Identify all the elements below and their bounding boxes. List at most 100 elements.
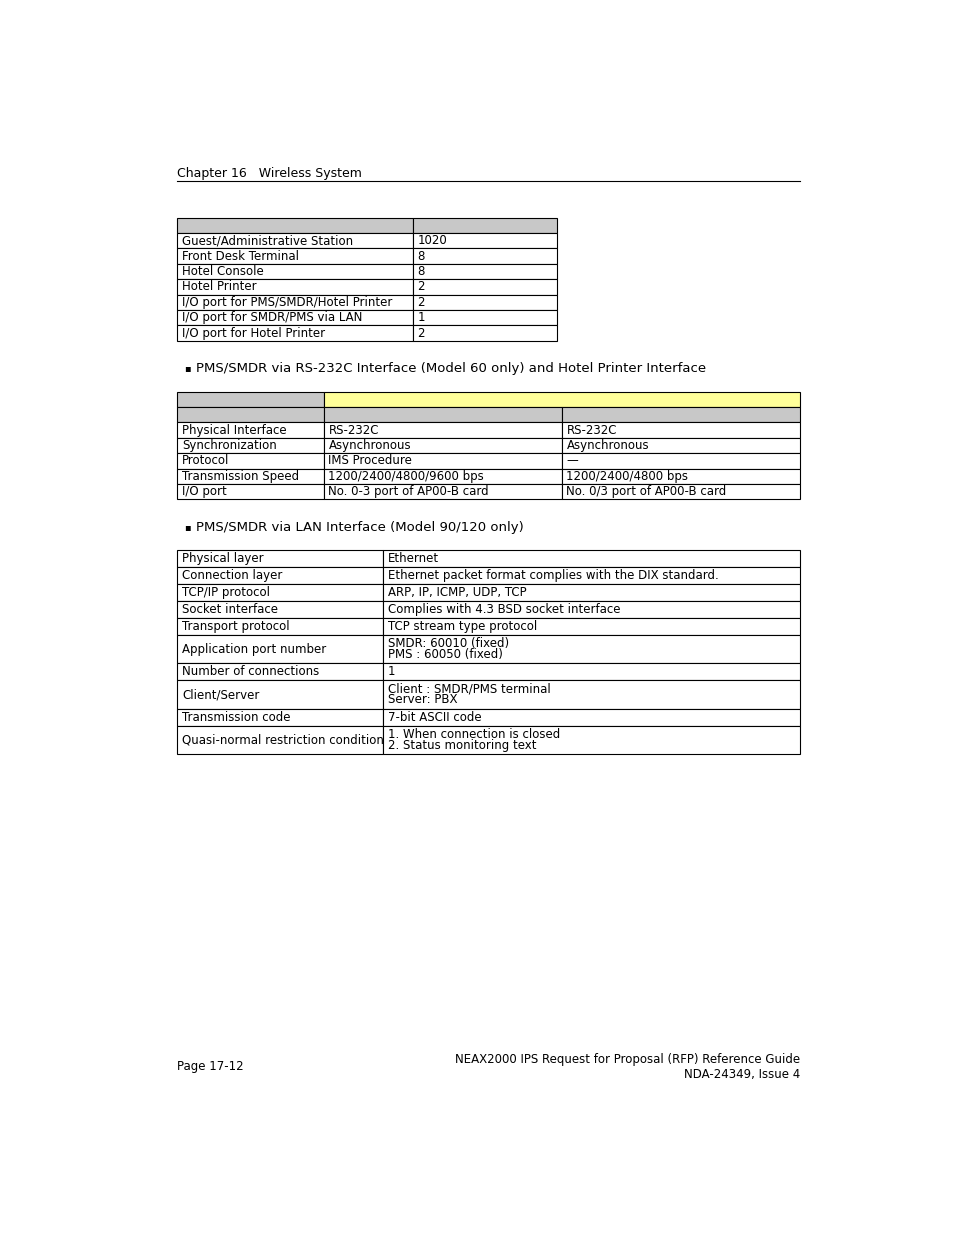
Text: SMDR: 60010 (fixed): SMDR: 60010 (fixed) [387,637,508,651]
Text: No. 0/3 port of AP00-B card: No. 0/3 port of AP00-B card [566,485,726,498]
Text: 8: 8 [417,264,424,278]
Text: Front Desk Terminal: Front Desk Terminal [182,249,298,263]
Bar [323,422,561,437]
Text: RS-232C: RS-232C [328,424,378,436]
Bar [413,294,557,310]
Bar [413,310,557,325]
Text: Transmission Speed: Transmission Speed [182,469,299,483]
Bar [382,567,800,584]
Bar [177,635,382,663]
Bar [177,550,382,567]
Text: ▪: ▪ [184,363,191,373]
Text: Protocol: Protocol [182,454,229,467]
Text: 2. Status monitoring text: 2. Status monitoring text [387,739,536,752]
Bar [323,437,561,453]
Text: I/O port for Hotel Printer: I/O port for Hotel Printer [182,326,325,340]
Text: Connection layer: Connection layer [182,569,282,582]
Bar [561,484,800,499]
Bar [413,217,557,233]
Bar [382,601,800,618]
Text: TCP stream type protocol: TCP stream type protocol [387,620,537,632]
Bar [323,468,561,484]
Text: 2: 2 [417,280,424,293]
Text: I/O port: I/O port [182,485,227,498]
Text: TCP/IP protocol: TCP/IP protocol [182,585,270,599]
Bar [177,294,413,310]
Bar [177,391,323,406]
Text: Synchronization: Synchronization [182,438,276,452]
Bar [382,584,800,601]
Text: Server: PBX: Server: PBX [387,693,456,706]
Text: PMS : 60050 (fixed): PMS : 60050 (fixed) [387,648,502,661]
Text: Asynchronous: Asynchronous [328,438,411,452]
Bar [177,248,413,264]
Bar [323,484,561,499]
Bar [177,618,382,635]
Text: Chapter 16   Wireless System: Chapter 16 Wireless System [177,168,362,180]
Bar [413,325,557,341]
Bar [323,391,800,406]
Bar [177,584,382,601]
Bar [177,422,323,437]
Bar [382,726,800,755]
Text: PMS/SMDR via RS-232C Interface (Model 60 only) and Hotel Printer Interface: PMS/SMDR via RS-232C Interface (Model 60… [195,362,705,375]
Bar [177,279,413,294]
Text: 1: 1 [387,666,395,678]
Bar [177,217,413,233]
Bar [382,550,800,567]
Bar [413,264,557,279]
Bar [177,726,382,755]
Text: Ethernet packet format complies with the DIX standard.: Ethernet packet format complies with the… [387,569,718,582]
Text: Page 17-12: Page 17-12 [177,1061,244,1073]
Text: 1020: 1020 [417,235,447,247]
Bar [177,264,413,279]
Text: Complies with 4.3 BSD socket interface: Complies with 4.3 BSD socket interface [387,603,619,616]
Bar [177,437,323,453]
Text: ▪: ▪ [184,522,191,532]
Bar [177,233,413,248]
Text: I/O port for PMS/SMDR/Hotel Printer: I/O port for PMS/SMDR/Hotel Printer [182,295,392,309]
Text: 1: 1 [417,311,424,324]
Bar [382,680,800,709]
Text: No. 0-3 port of AP00-B card: No. 0-3 port of AP00-B card [328,485,489,498]
Text: PMS/SMDR via LAN Interface (Model 90/120 only): PMS/SMDR via LAN Interface (Model 90/120… [195,520,523,534]
Bar [413,279,557,294]
Bar [177,325,413,341]
Bar [177,601,382,618]
Bar [561,453,800,468]
Text: Ethernet: Ethernet [387,552,438,566]
Bar [561,422,800,437]
Text: Physical Interface: Physical Interface [182,424,286,436]
Text: Application port number: Application port number [182,642,326,656]
Text: I/O port for SMDR/PMS via LAN: I/O port for SMDR/PMS via LAN [182,311,362,324]
Text: Client : SMDR/PMS terminal: Client : SMDR/PMS terminal [387,683,550,695]
Text: Transport protocol: Transport protocol [182,620,290,632]
Text: IMS Procedure: IMS Procedure [328,454,412,467]
Text: ARP, IP, ICMP, UDP, TCP: ARP, IP, ICMP, UDP, TCP [387,585,526,599]
Bar [382,635,800,663]
Bar [561,468,800,484]
Bar [323,453,561,468]
Text: Asynchronous: Asynchronous [566,438,648,452]
Bar [413,248,557,264]
Text: 1. When connection is closed: 1. When connection is closed [387,729,559,741]
Bar [561,406,800,422]
Text: 8: 8 [417,249,424,263]
Bar [177,484,323,499]
Text: 2: 2 [417,295,424,309]
Text: Transmission code: Transmission code [182,710,291,724]
Text: Physical layer: Physical layer [182,552,263,566]
Text: RS-232C: RS-232C [566,424,617,436]
Bar [382,663,800,680]
Bar [413,233,557,248]
Bar [177,680,382,709]
Text: Hotel Printer: Hotel Printer [182,280,256,293]
Text: —: — [566,454,578,467]
Bar [561,437,800,453]
Text: Hotel Console: Hotel Console [182,264,263,278]
Bar [382,618,800,635]
Text: Client/Server: Client/Server [182,688,259,701]
Text: Socket interface: Socket interface [182,603,277,616]
Text: Number of connections: Number of connections [182,666,319,678]
Text: 2: 2 [417,326,424,340]
